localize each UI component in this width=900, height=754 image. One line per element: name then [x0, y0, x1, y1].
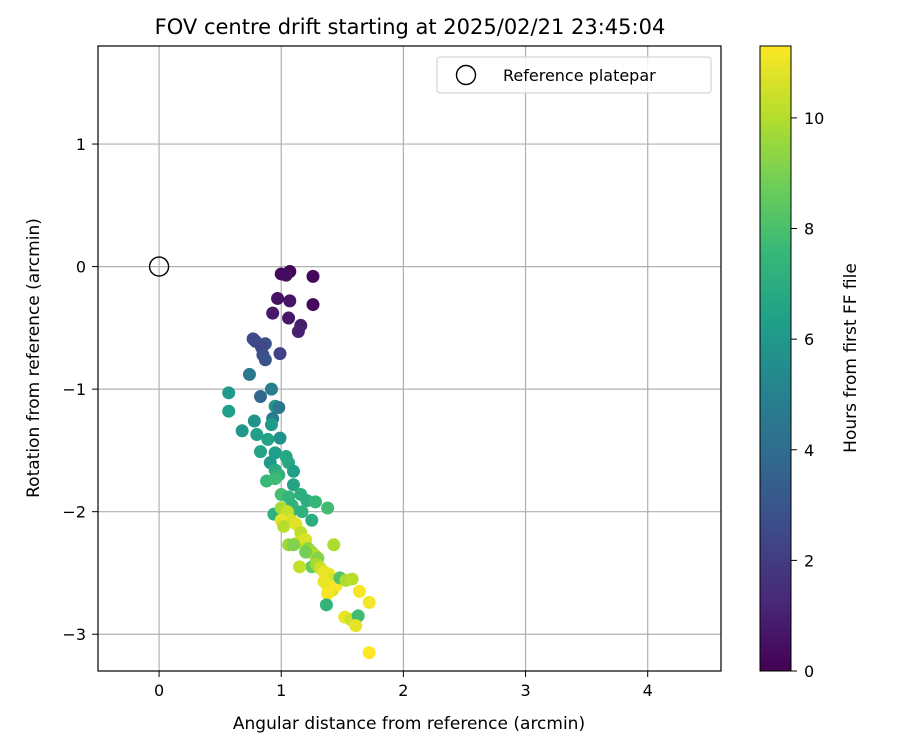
scatter-point — [362, 646, 376, 660]
colorbar: 0 2 4 6 8 10 Hours from first FF file — [759, 45, 861, 681]
scatter-point — [283, 294, 297, 308]
colorbar-ticks: 0 2 4 6 8 10 — [791, 109, 824, 681]
scatter-point — [268, 472, 282, 486]
y-tick-label: −2 — [62, 503, 86, 522]
x-axis-ticks: 0 1 2 3 4 — [154, 671, 653, 700]
scatter-point — [286, 478, 300, 492]
scatter-points — [222, 264, 376, 660]
scatter-point — [282, 311, 296, 325]
y-tick-label: 0 — [76, 258, 86, 277]
colorbar-tick-label: 2 — [804, 551, 814, 570]
colorbar-tick-label: 8 — [804, 220, 814, 239]
legend-marker-circle-icon — [455, 64, 477, 86]
scatter-point — [321, 587, 335, 601]
reference-platepar-marker — [148, 256, 170, 277]
scatter-point — [321, 501, 335, 515]
scatter-point — [293, 560, 307, 574]
scatter-point — [306, 298, 320, 312]
scatter-point — [272, 401, 286, 415]
scatter-point — [273, 431, 287, 445]
grid — [98, 46, 721, 671]
scatter-point — [222, 386, 236, 400]
chart-title: FOV centre drift starting at 2025/02/21 … — [155, 15, 666, 39]
scatter-point — [317, 575, 331, 589]
scatter-point — [319, 598, 333, 612]
y-tick-label: −3 — [62, 625, 86, 644]
colorbar-tick-label: 6 — [804, 330, 814, 349]
scatter-point — [286, 464, 300, 478]
scatter-point — [291, 325, 305, 339]
scatter-point — [264, 418, 278, 432]
scatter-point — [362, 595, 376, 609]
scatter-point — [345, 572, 359, 586]
scatter-point — [273, 347, 287, 361]
x-tick-label: 2 — [398, 681, 408, 700]
scatter-point — [286, 538, 300, 552]
plot-frame — [97, 45, 722, 672]
y-tick-label: −1 — [62, 380, 86, 399]
scatter-point — [250, 427, 264, 441]
legend: Reference platepar — [436, 56, 712, 94]
scatter-point — [268, 446, 282, 460]
scatter-point — [306, 269, 320, 283]
x-tick-label: 4 — [643, 681, 653, 700]
scatter-point — [271, 291, 285, 305]
scatter-point — [299, 545, 313, 559]
scatter-point — [295, 505, 309, 519]
scatter-point — [327, 538, 341, 552]
reference-layer — [148, 256, 170, 277]
legend-box — [436, 56, 712, 94]
scatter-point — [242, 367, 256, 381]
scatter-point — [277, 519, 291, 533]
colorbar-gradient — [759, 45, 792, 672]
x-tick-label: 3 — [520, 681, 530, 700]
scatter-point — [247, 414, 261, 428]
scatter-point — [253, 389, 267, 403]
x-axis-label: Angular distance from reference (arcmin) — [233, 714, 585, 734]
scatter-point — [253, 445, 267, 459]
colorbar-label: Hours from first FF file — [841, 263, 861, 453]
scatter-point — [261, 432, 275, 446]
scatter-point — [266, 306, 280, 320]
scatter-point — [308, 495, 322, 509]
scatter-point — [352, 584, 366, 598]
colorbar-tick-label: 4 — [804, 441, 814, 460]
y-axis-label: Rotation from reference (arcmin) — [24, 218, 44, 498]
y-tick-label: 1 — [76, 135, 86, 154]
scatter-point — [279, 268, 293, 282]
scatter-point — [305, 513, 319, 527]
scatter-point — [349, 619, 363, 633]
scatter-point — [258, 353, 272, 367]
scatter-point — [264, 382, 278, 396]
x-tick-label: 0 — [154, 681, 164, 700]
legend-entry-reference: Reference platepar — [503, 66, 656, 85]
x-tick-label: 1 — [276, 681, 286, 700]
colorbar-tick-label: 0 — [804, 662, 814, 681]
scatter-point — [222, 404, 236, 418]
scatter-point — [351, 609, 365, 623]
scatter-point — [235, 424, 249, 438]
y-axis-ticks: 1 0 −1 −2 −3 — [62, 135, 98, 644]
colorbar-tick-label: 10 — [804, 109, 824, 128]
